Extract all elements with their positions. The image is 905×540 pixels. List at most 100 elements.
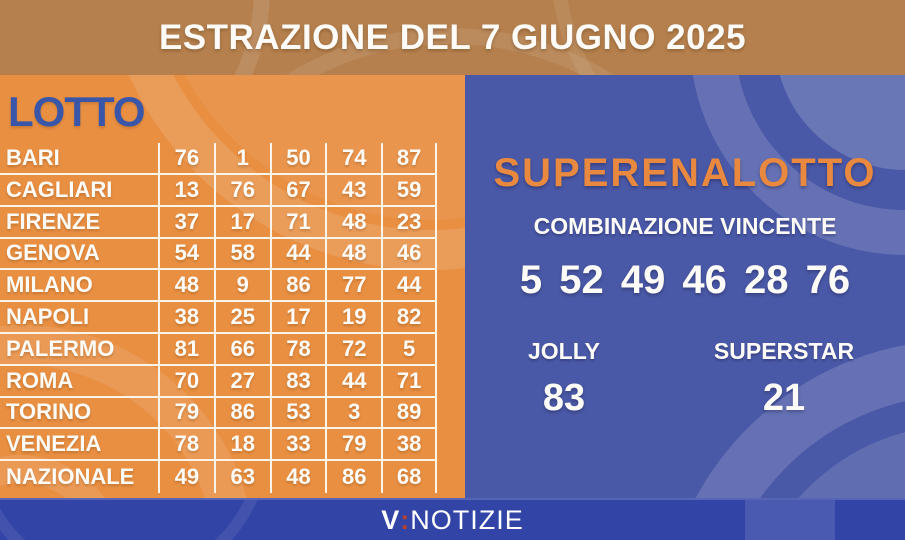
city-label: VENEZIA [6,431,102,457]
lotto-number-cell: 66 [213,333,270,364]
lotto-number-cell: 74 [325,143,381,173]
lotto-title: LOTTO [8,88,146,135]
lotto-number-cell: 59 [381,174,437,205]
jolly-value: 83 [542,377,586,419]
table-row: CAGLIARI 13 76 67 43 59 [0,174,437,207]
logo-colon: : [400,504,410,535]
lotto-number-cell: 76 [158,143,214,173]
superenalotto-panel: SUPERENALOTTO COMBINAZIONE VINCENTE 5 52… [465,75,905,498]
lotto-number-cell: 44 [325,365,381,396]
city-label: BARI [6,145,60,171]
table-row: NAZIONALE 49 63 48 86 68 [0,461,437,493]
lotto-number-cell: 1 [213,143,270,173]
lotto-number-cell: 50 [269,143,326,173]
lotto-panel: LOTTO BARI 76 1 50 74 87 CAGLIARI 13 76 67 43 59 FIR… [0,75,465,498]
lotto-number-cell: 44 [381,270,437,301]
table-row: FIRENZE 37 17 71 48 23 [0,206,437,239]
lotto-number-cell: 13 [158,174,214,205]
winning-combination-label: COMBINAZIONE VINCENTE [533,213,837,239]
city-label: NAPOLI [6,304,90,330]
city-label: CAGLIARI [6,176,113,202]
lotto-number-cell: 19 [325,302,381,332]
lotto-number-cell: 78 [158,429,214,460]
lotto-number-cell: 81 [158,333,214,364]
lotto-number-cell: 87 [381,143,437,173]
city-label: PALERMO [6,335,115,361]
city-label: FIRENZE [6,208,101,234]
lotto-number-cell: 37 [158,206,214,237]
lotto-number-cell: 53 [269,397,326,428]
lotto-number-cell: 82 [381,302,437,332]
decorative-arc [0,500,270,540]
lotto-number-cell: 83 [269,365,326,396]
lotto-number-cell: 43 [325,174,381,205]
lotto-number-cell: 63 [213,461,270,493]
lotto-number-cell: 89 [381,397,437,428]
header-banner: ESTRAZIONE DEL 7 GIUGNO 2025 [0,0,905,75]
superstar-block: SUPERSTAR 21 [663,338,905,420]
table-row: NAPOLI 38 25 17 19 82 [0,302,437,334]
table-row: GENOVA 54 58 44 48 46 [0,238,437,271]
decorative-circle [745,425,905,498]
lotto-number-cell: 48 [325,238,381,269]
lotto-number-cell: 38 [381,429,437,460]
lotto-number-cell: 86 [213,397,270,428]
winning-combination: 5 52 49 46 28 76 [519,258,851,302]
lotto-number-cell: 5 [381,333,437,364]
lotto-number-cell: 79 [325,429,381,460]
lotto-number-cell: 17 [269,302,326,332]
vnotizie-logo: V:NOTIZIE [381,505,524,536]
superstar-label: SUPERSTAR [713,338,855,364]
city-label: MILANO [6,272,93,298]
table-row: TORINO 79 86 53 3 89 [0,397,437,430]
lotto-number-cell: 78 [269,333,326,364]
page-title: ESTRAZIONE DEL 7 GIUGNO 2025 [158,17,747,57]
city-label: NAZIONALE [6,464,135,490]
lotto-number-cell: 76 [213,174,270,205]
table-row: PALERMO 81 66 78 72 5 [0,333,437,366]
table-row: ROMA 70 27 83 44 71 [0,365,437,398]
lotto-number-cell: 70 [158,365,214,396]
footer-bar: V:NOTIZIE [0,498,905,540]
lotto-number-cell: 58 [213,238,270,269]
jolly-label: JOLLY [527,338,600,364]
lotto-number-cell: 71 [269,206,326,237]
lotto-number-cell: 3 [325,397,381,428]
lotto-number-cell: 48 [269,461,326,493]
lotto-number-cell: 86 [325,461,381,493]
lotto-number-cell: 46 [381,238,437,269]
lotto-number-cell: 72 [325,333,381,364]
decorative-arc [745,500,835,540]
superenalotto-title: SUPERENALOTTO [493,151,877,195]
lotto-results-table: BARI 76 1 50 74 87 CAGLIARI 13 76 67 43 59 FIRENZE 37… [0,143,437,493]
lotto-number-cell: 48 [158,270,214,301]
lotto-number-cell: 17 [213,206,270,237]
table-row: BARI 76 1 50 74 87 [0,143,437,175]
lotto-number-cell: 49 [158,461,214,493]
lotto-number-cell: 33 [269,429,326,460]
superstar-value: 21 [762,377,806,419]
lotto-number-cell: 38 [158,302,214,332]
lotto-number-cell: 48 [325,206,381,237]
table-row: VENEZIA 78 18 33 79 38 [0,429,437,462]
city-label: GENOVA [6,240,100,266]
lotto-number-cell: 23 [381,206,437,237]
logo-letter-v: V [381,504,400,535]
lotto-number-cell: 18 [213,429,270,460]
city-label: TORINO [6,399,92,425]
jolly-superstar-row: JOLLY 83 SUPERSTAR 21 [465,338,905,420]
jolly-block: JOLLY 83 [465,338,663,420]
lotto-number-cell: 68 [381,461,437,493]
logo-wordmark: NOTIZIE [410,504,524,535]
lotto-number-cell: 25 [213,302,270,332]
lotto-number-cell: 71 [381,365,437,396]
lotto-number-cell: 27 [213,365,270,396]
lotto-number-cell: 54 [158,238,214,269]
lotto-number-cell: 9 [213,270,270,301]
lotto-number-cell: 44 [269,238,326,269]
lotto-number-cell: 67 [269,174,326,205]
lotto-number-cell: 77 [325,270,381,301]
city-label: ROMA [6,367,74,393]
lotto-number-cell: 86 [269,270,326,301]
